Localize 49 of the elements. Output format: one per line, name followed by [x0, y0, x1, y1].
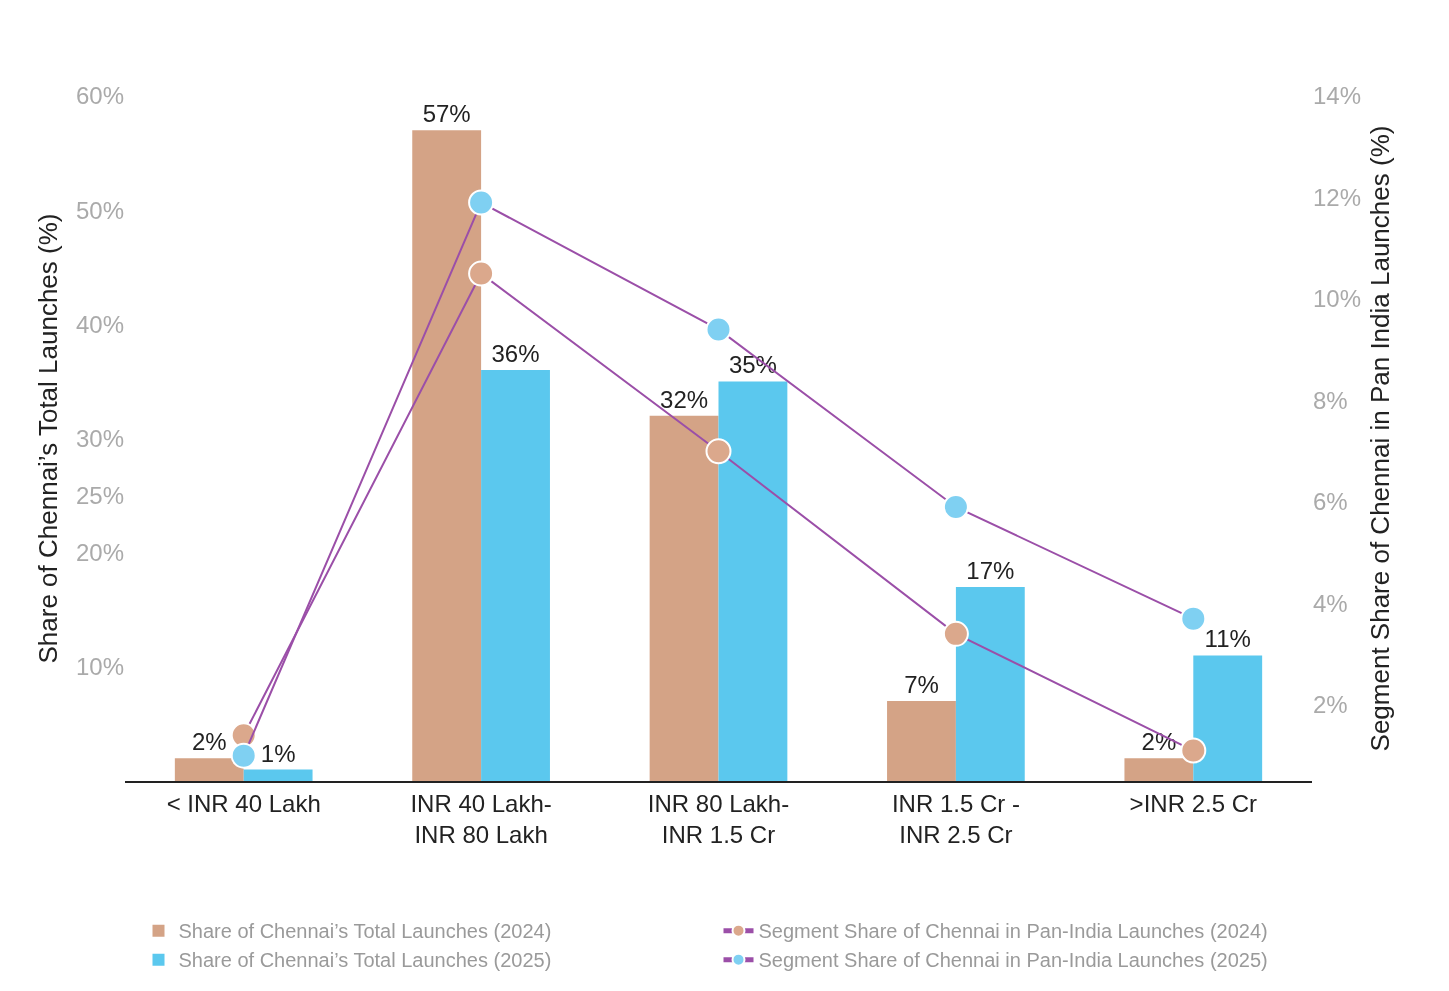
y-tick-label: 10%	[75, 653, 124, 681]
point	[705, 438, 732, 465]
y-tick-label: 30%	[75, 424, 124, 452]
y2-tick-label: 8%	[1313, 386, 1348, 414]
y-tick-label: 60%	[75, 82, 124, 110]
x-tick-label: INR 80 Lakh- INR 1.5 Cr	[647, 789, 790, 848]
bar	[174, 758, 244, 781]
bar	[955, 586, 1025, 781]
data-label: 32%	[660, 385, 709, 413]
point	[468, 260, 495, 287]
data-label: 1%	[260, 739, 296, 767]
bar	[718, 381, 788, 781]
legend-label: Segment Share of Chennai in Pan-India Launches (2024)	[758, 920, 1268, 943]
data-label: 17%	[966, 556, 1015, 584]
point	[942, 620, 969, 647]
bar	[481, 370, 550, 781]
data-label: 36%	[491, 340, 540, 367]
x-tick-label: INR 40 Lakh- INR 80 Lakh	[410, 789, 552, 848]
y2-tick-label: 10%	[1313, 285, 1362, 313]
x-tick-label: < INR 40 Lakh	[166, 789, 321, 817]
y-tick-label: 25%	[75, 481, 124, 509]
bar	[1193, 655, 1263, 781]
y-tick-label: 50%	[75, 196, 124, 224]
y-tick-label: 40%	[75, 310, 124, 338]
y2-tick-label: 12%	[1313, 183, 1362, 211]
legend-label: Segment Share of Chennai in Pan-India Launches (2025)	[758, 949, 1268, 972]
x-tick-label: INR 1.5 Cr - INR 2.5 Cr	[891, 789, 1020, 848]
data-label: 11%	[1204, 625, 1251, 653]
y2-tick-label: 4%	[1313, 589, 1348, 617]
point	[942, 494, 969, 520]
point	[230, 742, 257, 769]
point	[1180, 737, 1207, 764]
legend-label: Share of Chennai’s Total Launches (2024)	[178, 920, 552, 943]
point	[1180, 605, 1207, 632]
point	[468, 189, 495, 216]
bar	[887, 701, 956, 781]
y-axis-title: Share of Chennai’s Total Launches (%)	[33, 213, 64, 664]
point	[705, 316, 732, 343]
y2-tick-label: 14%	[1313, 82, 1362, 110]
data-label: 57%	[422, 100, 471, 128]
data-label: 7%	[904, 671, 939, 699]
y-tick-label: 20%	[75, 539, 124, 567]
y2-axis-title: Segment Share of Chennai in Pan India Launches (%)	[1364, 125, 1395, 752]
y2-tick-label: 6%	[1313, 488, 1348, 516]
legend-label: Share of Chennai’s Total Launches (2025)	[178, 949, 552, 972]
x-tick-label: >INR 2.5 Cr	[1129, 789, 1257, 817]
bar	[243, 769, 313, 781]
y2-tick-label: 2%	[1313, 691, 1348, 719]
data-label: 2%	[191, 728, 227, 756]
